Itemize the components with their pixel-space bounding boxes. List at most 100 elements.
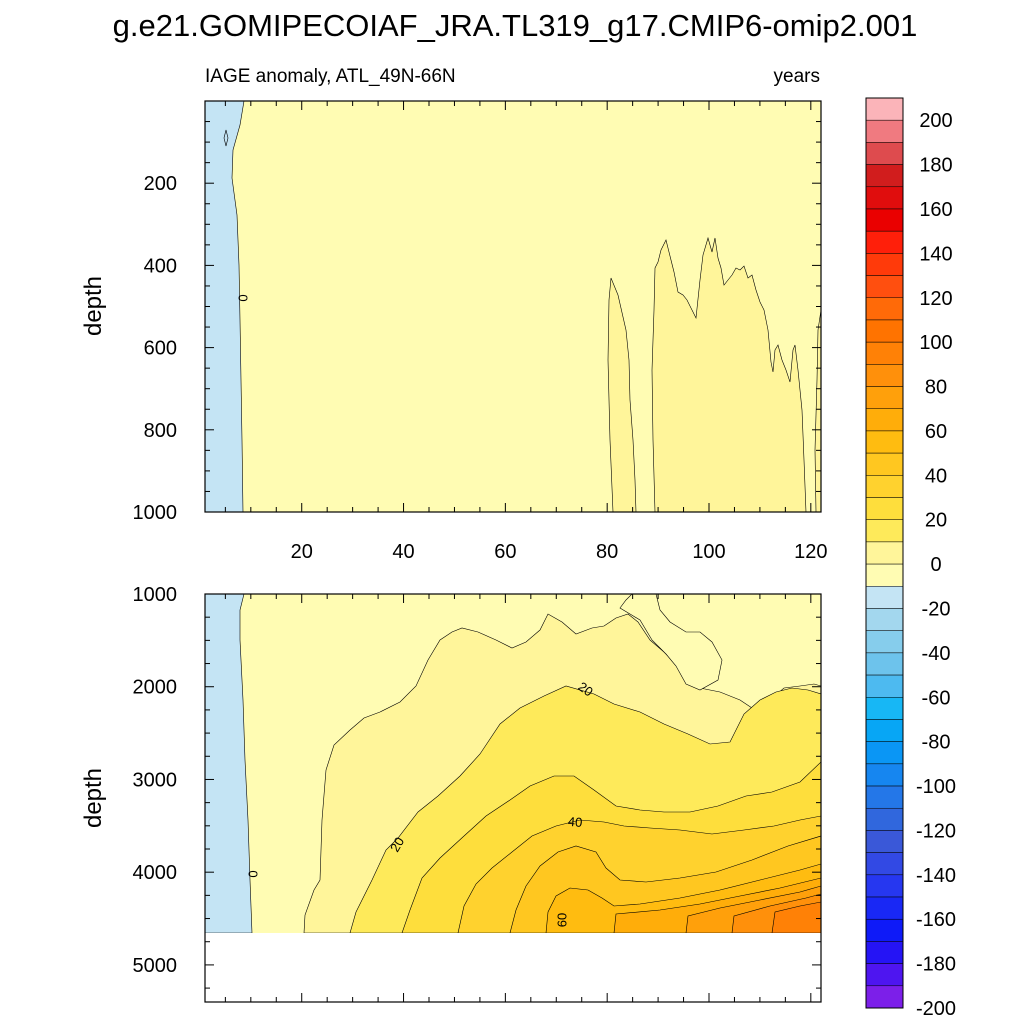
colorbar-swatch — [865, 386, 904, 409]
colorbar-swatch — [865, 652, 904, 676]
colorbar-label: 200 — [919, 110, 952, 132]
lower-region-100-to-110 — [771, 901, 821, 933]
colorbar-swatch — [865, 430, 904, 454]
upper-x-tick-labels: 20 40 60 80 100 120 — [291, 541, 828, 563]
colorbar-label: -120 — [916, 820, 956, 842]
colorbar-swatch — [865, 119, 904, 143]
colorbar-swatch — [865, 852, 904, 876]
upper-y-axis-label: depth — [80, 276, 107, 336]
colorbar-swatch — [865, 297, 904, 321]
y-tick-label: 2000 — [133, 677, 178, 699]
colorbar-swatch — [865, 408, 904, 432]
colorbar-swatch — [865, 719, 904, 742]
x-tick-label: 100 — [692, 541, 725, 563]
colorbar-swatch — [865, 364, 904, 387]
colorbar-swatch — [865, 341, 904, 365]
colorbar-swatch — [865, 630, 904, 654]
colorbar-swatch — [865, 785, 904, 809]
colorbar-label: -140 — [916, 865, 956, 887]
colorbar-swatch — [865, 674, 904, 698]
colorbar-swatch — [865, 586, 904, 609]
colorbar-swatch — [865, 807, 904, 831]
upper-contour-label-0: 0 — [236, 294, 251, 301]
colorbar-swatch — [865, 697, 904, 720]
upper-region-10-to-20-a — [607, 277, 637, 512]
colorbar-label: 80 — [925, 377, 947, 399]
colorbar-swatch — [865, 253, 904, 276]
colorbar-swatch — [865, 142, 904, 165]
colorbar-swatch — [865, 896, 904, 920]
colorbar-swatch — [865, 741, 904, 765]
colorbar-label: 140 — [919, 243, 952, 265]
y-tick-label: 1000 — [133, 584, 178, 606]
x-tick-label: 40 — [392, 541, 414, 563]
figure-title: g.e21.GOMIPECOIAF_JRA.TL319_g17.CMIP6-om… — [113, 8, 918, 43]
colorbar-label: -60 — [922, 687, 951, 709]
lower-contour-label-20-deep: 20 — [387, 834, 407, 854]
y-tick-label: 3000 — [133, 769, 178, 791]
colorbar-swatch — [865, 830, 904, 853]
y-tick-label: 1000 — [133, 502, 178, 524]
colorbar-swatch — [865, 563, 904, 587]
colorbar-swatch — [865, 186, 904, 210]
colorbar-swatch — [865, 763, 904, 787]
colorbar-frame — [865, 97, 904, 1009]
y-tick-label: 600 — [144, 338, 177, 360]
lower-missing-data-region — [205, 933, 821, 1002]
lower-plot-frame — [204, 593, 822, 1003]
colorbar-label: 160 — [919, 199, 952, 221]
lower-region-0-to-10-pocket — [619, 594, 723, 691]
colorbar-swatch — [865, 985, 904, 1009]
colorbar-label: 100 — [919, 332, 952, 354]
colorbar-swatch — [865, 963, 904, 987]
colorbar-swatch — [865, 497, 904, 520]
colorbar-swatch — [865, 874, 904, 898]
colorbar-labels: 200180160140120100806040200-20-40-60-80-… — [916, 110, 956, 1020]
colorbar-label: 20 — [925, 510, 947, 532]
upper-panel: IAGE anomaly, ATL_49N-66N years 0 20 40 60… — [80, 66, 828, 563]
colorbar-swatch — [865, 452, 904, 476]
colorbar-swatch — [865, 941, 904, 964]
lower-contour-label-0: 0 — [246, 870, 261, 877]
colorbar-label: -20 — [922, 598, 951, 620]
lower-tick-marks — [205, 594, 821, 1002]
x-tick-label: 80 — [596, 541, 618, 563]
colorbar-swatch — [865, 208, 904, 232]
colorbar-swatch — [865, 319, 904, 343]
lower-contour-field: 0 20 20 40 60 — [205, 594, 821, 933]
colorbar-swatch — [865, 164, 904, 188]
upper-contour-field: 0 — [205, 101, 821, 512]
colorbar-label: -160 — [916, 909, 956, 931]
colorbar-swatch — [865, 541, 904, 565]
y-tick-label: 200 — [144, 173, 177, 195]
lower-region-negative — [205, 594, 253, 933]
lower-contour-label-40: 40 — [567, 814, 583, 830]
colorbar-label: -40 — [922, 643, 951, 665]
upper-region-10-to-20-b — [651, 236, 807, 512]
colorbar-label: -100 — [916, 776, 956, 798]
colorbar-swatch — [865, 475, 904, 498]
upper-region-10-to-20-c — [814, 309, 821, 512]
colorbar-swatch — [865, 97, 904, 121]
upper-y-tick-labels: 200 400 600 800 1000 — [133, 173, 178, 524]
upper-right-string: years — [774, 66, 820, 87]
x-tick-label: 120 — [794, 541, 827, 563]
lower-contour-label-20-mid: 20 — [575, 679, 595, 700]
colorbar-label: -80 — [922, 732, 951, 754]
colorbar-label: -200 — [916, 998, 956, 1020]
colorbar-label: 180 — [919, 155, 952, 177]
colorbar-label: 0 — [930, 554, 941, 576]
lower-contour-label-60: 60 — [554, 913, 569, 927]
colorbar — [865, 97, 904, 1009]
x-tick-label: 20 — [291, 541, 313, 563]
y-tick-label: 800 — [144, 420, 177, 442]
upper-left-string: IAGE anomaly, ATL_49N-66N — [205, 66, 456, 87]
colorbar-label: 120 — [919, 288, 952, 310]
x-tick-label: 60 — [494, 541, 516, 563]
colorbar-label: -180 — [916, 954, 956, 976]
y-tick-label: 5000 — [133, 955, 178, 977]
y-tick-label: 400 — [144, 255, 177, 277]
upper-tick-marks — [205, 101, 821, 513]
colorbar-swatch — [865, 608, 904, 631]
